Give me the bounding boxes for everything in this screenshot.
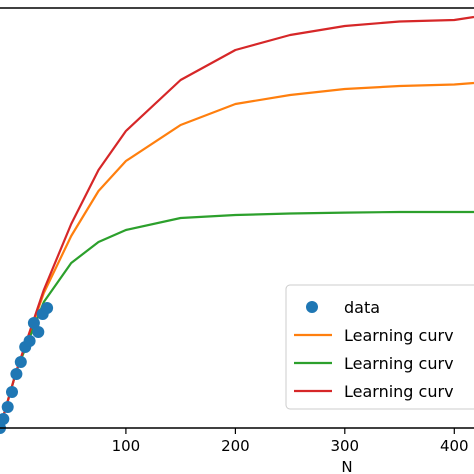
legend: data Learning curv Learning curv Learning c… bbox=[285, 284, 474, 410]
data-point-12 bbox=[41, 302, 54, 314]
plot-points bbox=[0, 302, 54, 434]
data-point-4 bbox=[6, 386, 18, 398]
legend-marker-data bbox=[306, 301, 318, 313]
x-ticks: 100 200 300 400 bbox=[112, 428, 469, 455]
legend-label-1: Learning curv bbox=[344, 326, 454, 345]
legend-label-3: Learning curv bbox=[344, 382, 454, 401]
x-tick-label-400: 400 bbox=[440, 437, 469, 455]
data-point-9 bbox=[27, 317, 40, 329]
series-line-2 bbox=[0, 210, 474, 429]
legend-box bbox=[285, 284, 474, 410]
x-tick-label-100: 100 bbox=[112, 437, 141, 455]
data-point-8 bbox=[23, 335, 36, 347]
plot-frame bbox=[0, 7, 474, 429]
x-tick-label-200: 200 bbox=[221, 437, 250, 455]
x-axis-label: N bbox=[341, 458, 352, 474]
data-point-5 bbox=[10, 368, 23, 380]
data-point-3 bbox=[1, 401, 14, 413]
data-point-6 bbox=[14, 356, 27, 368]
series-line-3 bbox=[0, 15, 474, 429]
data-point-10 bbox=[32, 326, 45, 338]
data-point-2 bbox=[0, 413, 10, 425]
x-tick-label-300: 300 bbox=[330, 437, 359, 455]
legend-label-data: data bbox=[344, 298, 380, 317]
legend-label-2: Learning curv bbox=[344, 354, 454, 373]
plot-lines bbox=[0, 15, 474, 429]
